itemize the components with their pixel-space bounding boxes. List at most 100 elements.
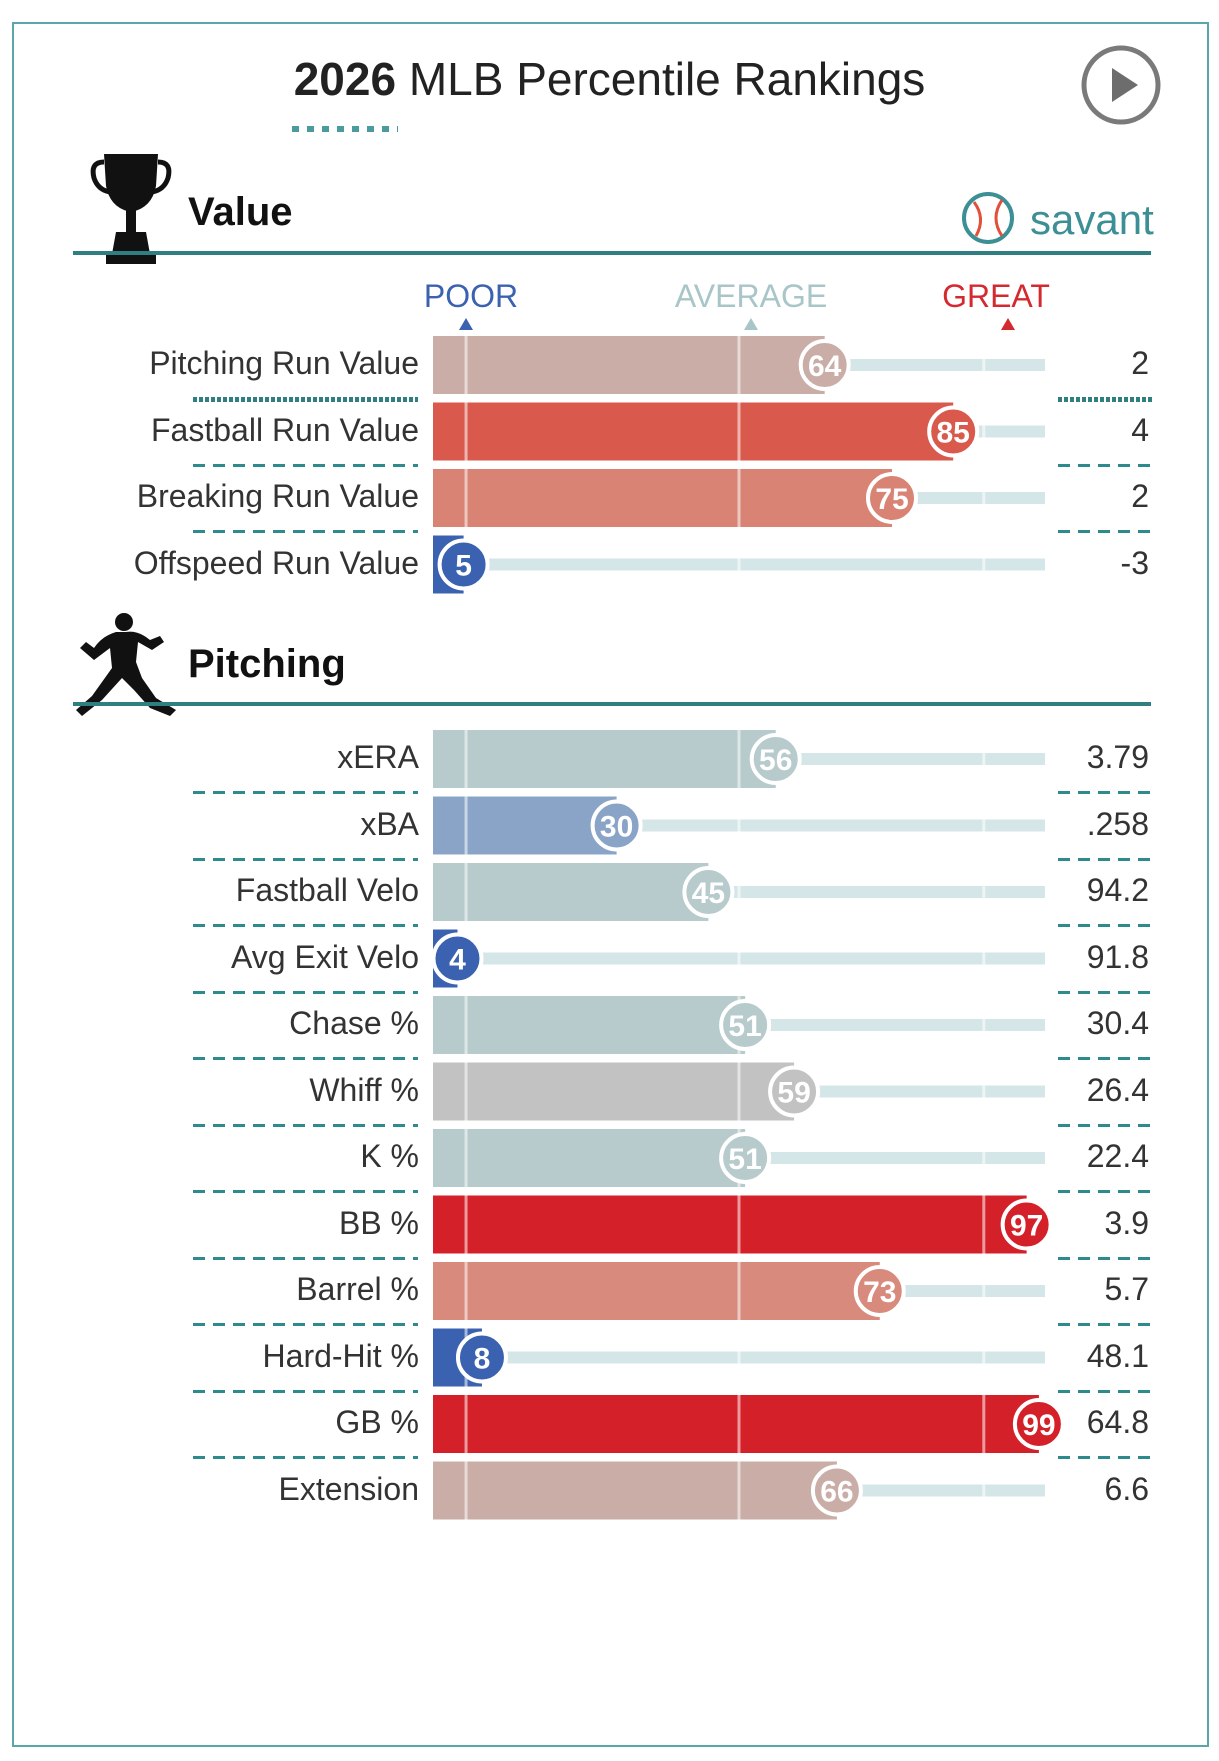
row-separator [193, 530, 418, 533]
metric-label: Fastball Run Value [151, 411, 419, 448]
percentile-badge [1000, 1198, 1053, 1251]
row-separator [1058, 857, 1153, 861]
row-separator [193, 857, 418, 861]
metric-value: 30.4 [1086, 1005, 1149, 1041]
scale-average-label: AVERAGE [674, 278, 828, 314]
row-separator [1058, 1123, 1153, 1127]
percentile-badge-value: 75 [875, 483, 908, 516]
title-underline [292, 126, 398, 132]
metric-value: 5.7 [1104, 1271, 1149, 1307]
average-marker-icon [744, 318, 758, 330]
percentile-badge-value: 97 [1010, 1210, 1043, 1243]
great-marker-icon [1001, 318, 1015, 330]
percentile-badge-value: 64 [808, 350, 842, 383]
play-button-icon[interactable] [1080, 44, 1162, 126]
percentile-badge [455, 1331, 508, 1384]
percentile-bar [433, 730, 776, 788]
metric-value: 4 [1131, 411, 1149, 448]
percentile-badge [866, 472, 918, 524]
scale-poor-label: POOR [423, 278, 519, 314]
row-separator [193, 1190, 418, 1193]
metric-label: Chase % [289, 1005, 419, 1041]
section-rule-pitching [73, 702, 1151, 706]
percentile-bar [433, 1461, 837, 1520]
metric-value: 3.79 [1086, 739, 1149, 775]
row-separator [193, 791, 418, 794]
percentile-bar [433, 1195, 1027, 1254]
percentile-badge-value: 99 [1022, 1409, 1055, 1442]
row-separator [1058, 924, 1153, 927]
percentile-badge [590, 799, 643, 852]
percentile-badge-value: 51 [728, 1010, 761, 1043]
metric-value: 91.8 [1086, 938, 1149, 975]
row-separator [193, 924, 418, 927]
percentile-badge [810, 1464, 863, 1517]
metric-value: 2 [1131, 478, 1149, 514]
title-text: MLB Percentile Rankings [396, 53, 926, 105]
metric-value: 3.9 [1104, 1204, 1149, 1241]
percentile-badge [431, 932, 484, 985]
row-separator [1058, 1256, 1153, 1260]
metric-value: 6.6 [1104, 1470, 1149, 1507]
metric-label: Avg Exit Velo [231, 938, 419, 975]
section-title-value: Value [188, 190, 293, 234]
percentile-bar [433, 796, 617, 855]
row-separator [1058, 530, 1153, 533]
row-separator [193, 990, 418, 994]
poor-marker-icon [459, 318, 473, 330]
percentile-badge-value: 45 [692, 877, 725, 910]
percentile-badge-value: 30 [600, 811, 633, 844]
percentile-bar [433, 1062, 795, 1121]
percentile-badge-value: 56 [759, 744, 792, 777]
percentile-badge-value: 51 [728, 1143, 761, 1176]
row-separator [1058, 1456, 1153, 1459]
percentile-badge-value: 85 [937, 417, 970, 450]
percentile-badge [719, 1132, 772, 1184]
metric-label: BB % [338, 1204, 419, 1241]
metric-value: 64.8 [1086, 1404, 1149, 1440]
percentile-badge [437, 538, 490, 591]
row-separator [1058, 1389, 1153, 1393]
row-separator [193, 1256, 418, 1260]
section-title-pitching: Pitching [188, 642, 346, 686]
percentile-bar [433, 1262, 880, 1320]
percentile-bar [433, 996, 746, 1054]
row-separator [1058, 791, 1153, 794]
metric-label: Barrel % [296, 1271, 419, 1307]
metric-value: 94.2 [1086, 872, 1149, 908]
percentile-badge-value: 66 [820, 1476, 853, 1509]
title-year: 2026 [293, 53, 397, 105]
row-separator [193, 1389, 418, 1393]
percentile-bar [433, 1395, 1039, 1453]
percentile-badge [682, 866, 735, 918]
metric-value: 48.1 [1086, 1337, 1149, 1374]
metric-value: 22.4 [1086, 1138, 1149, 1174]
row-separator [1058, 1190, 1153, 1193]
row-separator [193, 1057, 418, 1060]
percentile-bar [433, 336, 825, 394]
metric-label: K % [360, 1138, 419, 1174]
metric-label: Pitching Run Value [149, 345, 419, 381]
metric-label: Breaking Run Value [136, 478, 419, 514]
metric-value: .258 [1086, 805, 1149, 842]
metric-label: xERA [337, 739, 419, 775]
baseball-icon [962, 192, 1014, 244]
percentile-badge-value: 4 [449, 944, 466, 977]
metric-label: xBA [360, 805, 419, 842]
percentile-badge-value: 8 [474, 1343, 491, 1376]
pitcher-silhouette-icon [76, 613, 176, 716]
percentile-badge [798, 339, 851, 391]
metric-label: Fastball Velo [235, 872, 419, 908]
metric-value: 2 [1131, 345, 1149, 381]
percentile-badge [719, 999, 772, 1051]
percentile-badge [768, 1065, 821, 1118]
row-separator [1058, 1323, 1153, 1326]
row-separator [193, 1323, 418, 1326]
row-separator [1058, 463, 1153, 467]
card-frame [12, 22, 1209, 1747]
row-separator [193, 1123, 418, 1127]
percentile-bar [433, 1129, 746, 1187]
metric-label: GB % [335, 1404, 419, 1440]
trophy-icon [90, 154, 172, 264]
section-rule-value [73, 251, 1151, 255]
